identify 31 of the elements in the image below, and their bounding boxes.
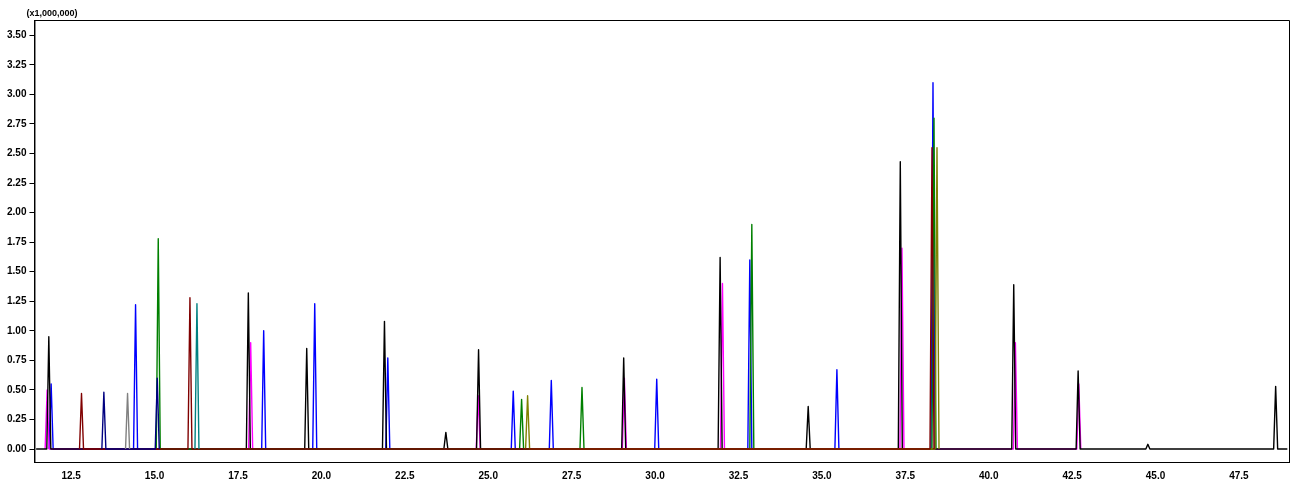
x-tick-label: 47.5 (1229, 469, 1250, 481)
y-tick-label: 1.25 (6, 295, 27, 307)
y-tick-label: 3.50 (6, 29, 27, 41)
y-tick-label: 1.75 (6, 235, 27, 247)
y-tick-label: 0.75 (6, 354, 27, 366)
x-tick-label: 32.5 (728, 469, 749, 481)
x-tick-label: 40.0 (978, 469, 999, 481)
y-tick-label: 2.75 (6, 117, 27, 129)
x-tick-label: 42.5 (1062, 469, 1083, 481)
y-tick-label: 0.25 (6, 413, 27, 425)
x-tick-label: 30.0 (645, 469, 666, 481)
x-tick-label: 37.5 (895, 469, 916, 481)
x-tick-label: 20.0 (311, 469, 332, 481)
x-tick-label: 15.0 (144, 469, 165, 481)
y-tick-label: 0.50 (6, 383, 27, 395)
y-tick-label: 3.00 (6, 88, 27, 100)
y-tick-label: 1.50 (6, 265, 27, 277)
y-tick-label: 2.00 (6, 206, 27, 218)
y-tick-label: 3.25 (6, 58, 27, 70)
x-tick-label: 17.5 (228, 469, 249, 481)
y-tick-label: 1.00 (6, 324, 27, 336)
y-tick-label: 2.50 (6, 147, 27, 159)
x-tick-label: 45.0 (1145, 469, 1166, 481)
y-tick-label: 0.00 (6, 442, 27, 454)
x-tick-label: 12.5 (61, 469, 82, 481)
x-tick-label: 27.5 (561, 469, 582, 481)
y-tick-label: 2.25 (6, 176, 27, 188)
x-tick-label: 22.5 (395, 469, 415, 481)
x-tick-label: 35.0 (812, 469, 833, 481)
y-axis-title: (x1,000,000) (26, 7, 78, 18)
x-tick-label: 25.0 (478, 469, 499, 481)
